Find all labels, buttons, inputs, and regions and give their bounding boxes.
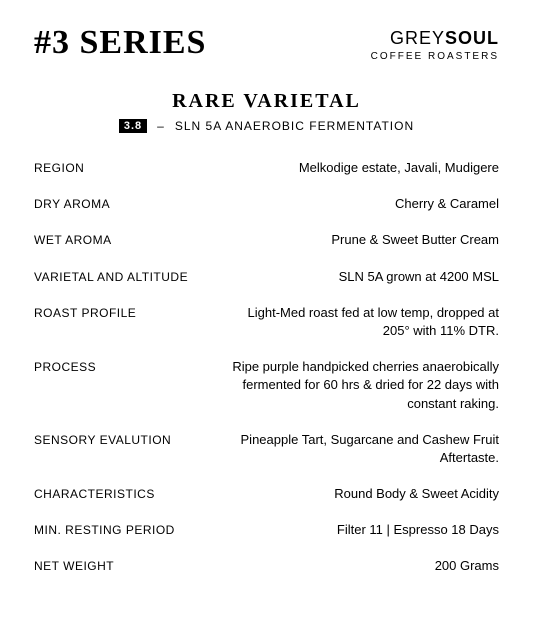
spec-label: NET WEIGHT [34,557,114,573]
spec-row: DRY AROMA Cherry & Caramel [34,195,499,213]
brand-soul: SOUL [445,28,499,48]
brand-subtitle: COFFEE ROASTERS [371,51,499,62]
spec-value: Melkodige estate, Javali, Mudigere [299,159,499,177]
spec-row: NET WEIGHT 200 Grams [34,557,499,575]
spec-value: Ripe purple handpicked cherries anaerobi… [219,358,499,413]
spec-row: MIN. RESTING PERIOD Filter 11 | Espresso… [34,521,499,539]
subtitle-line: 3.8 – SLN 5A ANAEROBIC FERMENTATION [34,119,499,133]
spec-value: Pineapple Tart, Sugarcane and Cashew Fru… [219,431,499,467]
spec-label: PROCESS [34,358,96,374]
spec-label: REGION [34,159,84,175]
spec-row: CHARACTERISTICS Round Body & Sweet Acidi… [34,485,499,503]
spec-label: VARIETAL AND ALTITUDE [34,268,188,284]
spec-row: REGION Melkodige estate, Javali, Mudiger… [34,159,499,177]
rating-badge: 3.8 [119,119,147,133]
brand-grey: GREY [390,28,445,48]
spec-value: Cherry & Caramel [395,195,499,213]
spec-value: 200 Grams [435,557,499,575]
spec-label: SENSORY EVALUTION [34,431,171,447]
specs-list: REGION Melkodige estate, Javali, Mudiger… [34,159,499,576]
spec-value: Round Body & Sweet Acidity [334,485,499,503]
brand-name: GREYSOUL [371,28,499,49]
spec-label: DRY AROMA [34,195,110,211]
spec-label: CHARACTERISTICS [34,485,155,501]
spec-row: WET AROMA Prune & Sweet Butter Cream [34,231,499,249]
spec-row: ROAST PROFILE Light-Med roast fed at low… [34,304,499,340]
spec-value: Light-Med roast fed at low temp, dropped… [219,304,499,340]
spec-row: SENSORY EVALUTION Pineapple Tart, Sugarc… [34,431,499,467]
spec-value: Filter 11 | Espresso 18 Days [337,521,499,539]
spec-value: SLN 5A grown at 4200 MSL [339,268,499,286]
brand-block: GREYSOUL COFFEE ROASTERS [371,24,499,62]
rare-varietal-title: RARE VARIETAL [34,90,499,113]
spec-row: PROCESS Ripe purple handpicked cherries … [34,358,499,413]
header: #3 SERIES GREYSOUL COFFEE ROASTERS [34,24,499,62]
coffee-name: SLN 5A ANAEROBIC FERMENTATION [175,119,414,133]
spec-label: ROAST PROFILE [34,304,136,320]
subtitle-block: RARE VARIETAL 3.8 – SLN 5A ANAEROBIC FER… [34,90,499,133]
spec-label: WET AROMA [34,231,112,247]
spec-label: MIN. RESTING PERIOD [34,521,175,537]
dash: – [157,119,165,133]
spec-value: Prune & Sweet Butter Cream [331,231,499,249]
series-title: #3 SERIES [34,24,206,62]
spec-row: VARIETAL AND ALTITUDE SLN 5A grown at 42… [34,268,499,286]
